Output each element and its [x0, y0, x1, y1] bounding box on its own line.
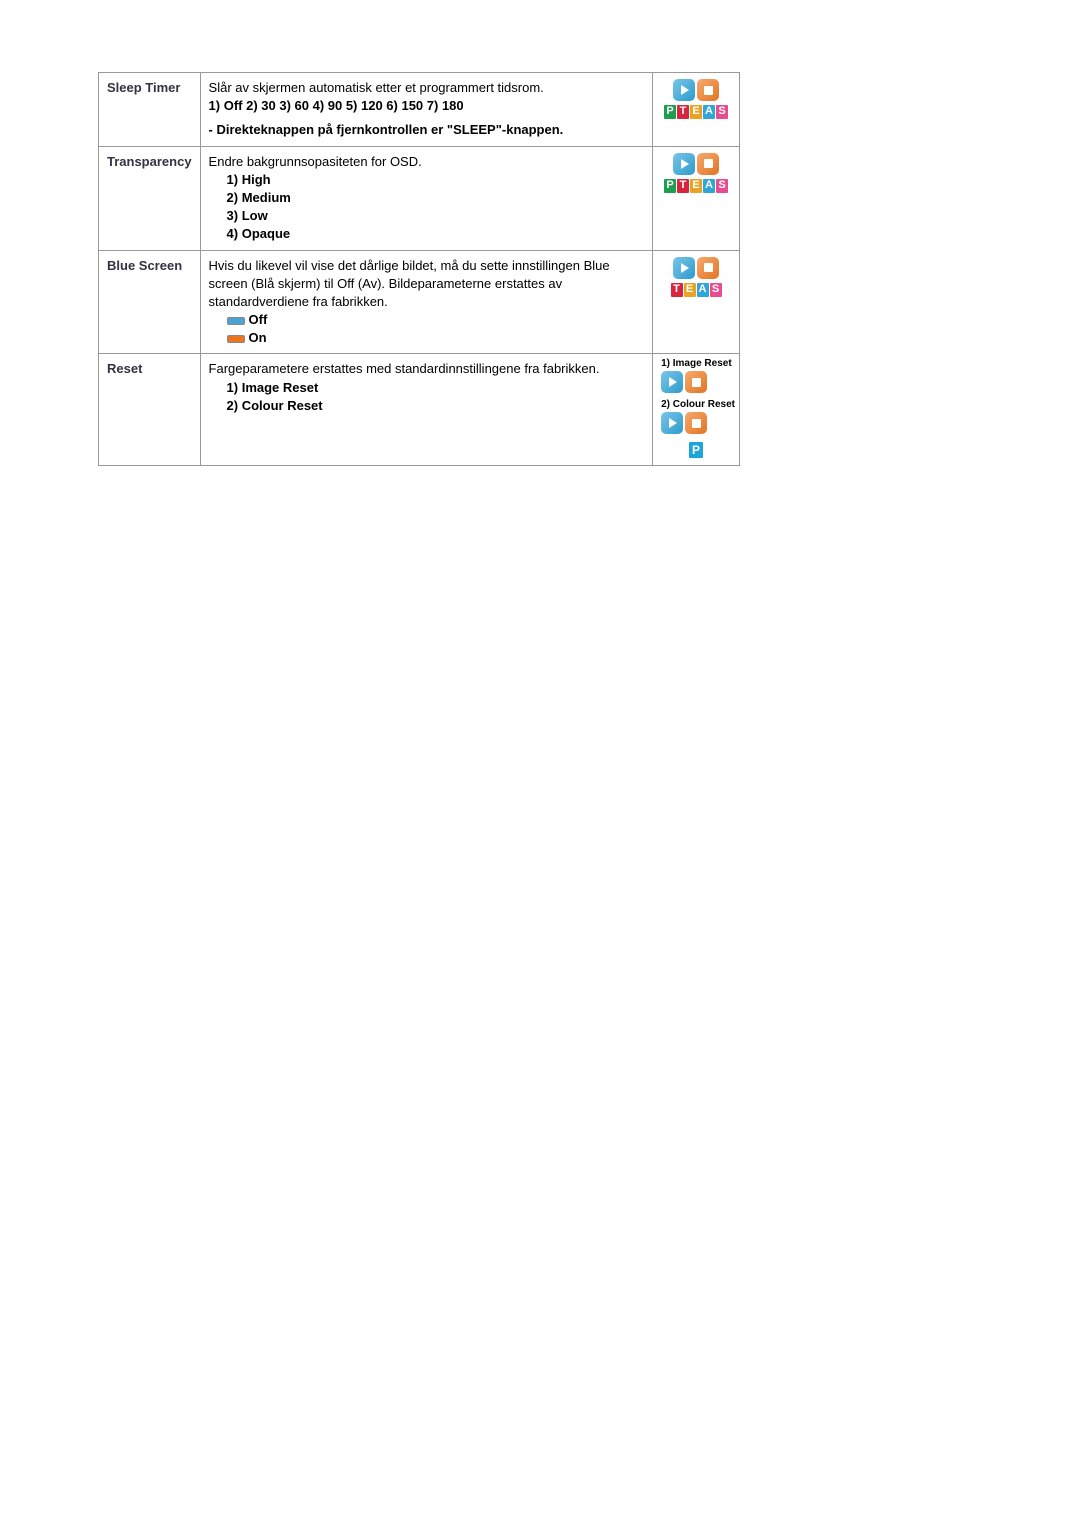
- teas-badge: T E A S: [661, 283, 731, 297]
- stop-icon: [697, 79, 719, 101]
- stop-icon: [697, 153, 719, 175]
- side-label-colour-reset: 2) Colour Reset: [657, 399, 735, 410]
- play-icon: [661, 371, 683, 393]
- row-transparency: Transparency Endre bakgrunnsopasiteten f…: [99, 146, 740, 250]
- stop-icon: [685, 412, 707, 434]
- row-sleep-timer: Sleep Timer Slår av skjermen automatisk …: [99, 73, 740, 147]
- row-reset: Reset Fargeparametere erstattes med stan…: [99, 354, 740, 466]
- transparency-opt2: 2) Medium: [227, 189, 645, 207]
- side-label-image-reset: 1) Image Reset: [657, 358, 735, 369]
- desc-transparency: Endre bakgrunnsopasiteten for OSD. 1) Hi…: [200, 146, 653, 250]
- transparency-opt4: 4) Opaque: [227, 225, 645, 243]
- icons-transparency: P T E A S: [653, 146, 740, 250]
- desc-reset: Fargeparametere erstattes med standardin…: [200, 354, 653, 466]
- transparency-text: Endre bakgrunnsopasiteten for OSD.: [209, 153, 645, 171]
- stop-icon: [697, 257, 719, 279]
- play-icon: [673, 153, 695, 175]
- pteas-badge: P T E A S: [661, 179, 731, 193]
- icons-reset: 1) Image Reset 2) Colour Reset P: [653, 354, 740, 466]
- desc-sleep-timer: Slår av skjermen automatisk etter et pro…: [200, 73, 653, 147]
- p-icon: P: [689, 442, 703, 458]
- row-blue-screen: Blue Screen Hvis du likevel vil vise det…: [99, 250, 740, 354]
- toggle-off-icon: [227, 317, 245, 325]
- settings-table: Sleep Timer Slår av skjermen automatisk …: [98, 72, 740, 466]
- icons-sleep-timer: P T E A S: [653, 73, 740, 147]
- sleep-timer-options: 1) Off 2) 30 3) 60 4) 90 5) 120 6) 150 7…: [209, 97, 645, 115]
- icons-blue-screen: T E A S: [653, 250, 740, 354]
- sleep-timer-text: Slår av skjermen automatisk etter et pro…: [209, 79, 645, 97]
- stop-icon: [685, 371, 707, 393]
- toggle-on-icon: [227, 335, 245, 343]
- desc-blue-screen: Hvis du likevel vil vise det dårlige bil…: [200, 250, 653, 354]
- reset-opt2: 2) Colour Reset: [227, 397, 645, 415]
- label-reset: Reset: [99, 354, 201, 466]
- transparency-opt3: 3) Low: [227, 207, 645, 225]
- reset-opt1: 1) Image Reset: [227, 379, 645, 397]
- label-transparency: Transparency: [99, 146, 201, 250]
- transparency-opt1: 1) High: [227, 171, 645, 189]
- blue-screen-on: On: [227, 329, 645, 347]
- blue-screen-off: Off: [227, 311, 645, 329]
- pteas-badge: P T E A S: [661, 105, 731, 119]
- play-icon: [661, 412, 683, 434]
- play-icon: [673, 79, 695, 101]
- reset-text: Fargeparametere erstattes med standardin…: [209, 360, 645, 378]
- blue-screen-text: Hvis du likevel vil vise det dårlige bil…: [209, 257, 645, 312]
- sleep-timer-note: - Direkteknappen på fjernkontrollen er "…: [209, 121, 645, 139]
- label-sleep-timer: Sleep Timer: [99, 73, 201, 147]
- label-blue-screen: Blue Screen: [99, 250, 201, 354]
- play-icon: [673, 257, 695, 279]
